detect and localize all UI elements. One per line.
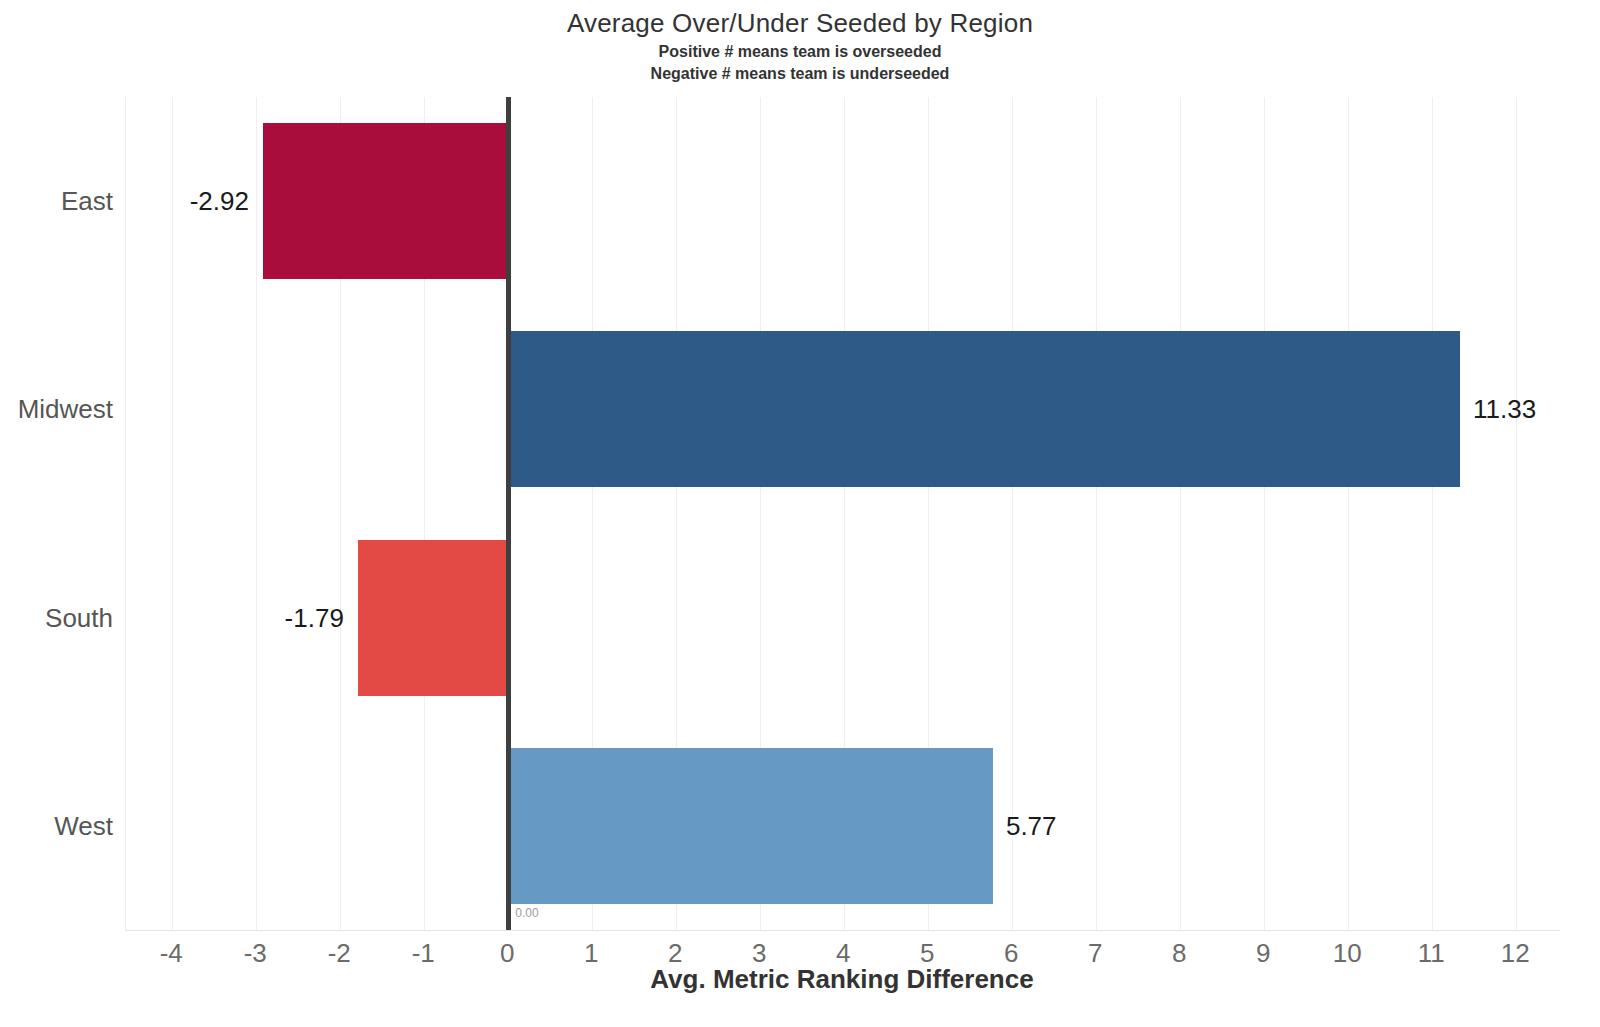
gridline--3 [256, 97, 257, 930]
value-label-east: -2.92 [190, 186, 249, 217]
category-label-west: West [54, 810, 113, 841]
gridline-12 [1516, 97, 1517, 930]
chart-root: Average Over/Under Seeded by Region Posi… [0, 0, 1600, 1027]
value-label-west: 5.77 [1006, 810, 1057, 841]
bar-midwest[interactable] [508, 331, 1460, 487]
x-tick-4: 4 [836, 938, 850, 969]
value-label-south: -1.79 [285, 602, 344, 633]
x-tick-8: 8 [1172, 938, 1186, 969]
chart-title: Average Over/Under Seeded by Region [0, 8, 1600, 39]
x-tick--2: -2 [328, 938, 351, 969]
x-tick-5: 5 [920, 938, 934, 969]
zero-reference-line [506, 97, 511, 930]
gridline-8 [1180, 97, 1181, 930]
gridline-10 [1348, 97, 1349, 930]
x-tick-2: 2 [668, 938, 682, 969]
zero-reference-line-label: 0.00 [515, 906, 538, 920]
x-tick-9: 9 [1256, 938, 1270, 969]
x-tick-1: 1 [584, 938, 598, 969]
gridline-7 [1096, 97, 1097, 930]
bar-west[interactable] [508, 748, 993, 904]
gridline-6 [1012, 97, 1013, 930]
x-tick-11: 11 [1418, 938, 1445, 969]
gridline--4 [172, 97, 173, 930]
x-tick-3: 3 [752, 938, 766, 969]
x-tick--1: -1 [412, 938, 435, 969]
plot-area: 0.00 -2.92 11.33 -1.79 5.77 [125, 97, 1560, 931]
x-tick-10: 10 [1333, 938, 1362, 969]
chart-subtitle-line-1: Positive # means team is overseeded [0, 43, 1600, 61]
x-tick--3: -3 [244, 938, 267, 969]
gridline-9 [1264, 97, 1265, 930]
category-label-east: East [61, 186, 113, 217]
gridline-11 [1432, 97, 1433, 930]
x-tick-7: 7 [1088, 938, 1102, 969]
x-tick--4: -4 [160, 938, 183, 969]
x-tick-12: 12 [1501, 938, 1530, 969]
category-label-south: South [45, 602, 113, 633]
x-tick-6: 6 [1004, 938, 1018, 969]
bar-east[interactable] [263, 123, 508, 279]
value-label-midwest: 11.33 [1473, 394, 1536, 425]
chart-subtitle-line-2: Negative # means team is underseeded [0, 65, 1600, 83]
x-tick-0: 0 [500, 938, 514, 969]
bar-south[interactable] [358, 540, 508, 696]
category-label-midwest: Midwest [18, 394, 113, 425]
